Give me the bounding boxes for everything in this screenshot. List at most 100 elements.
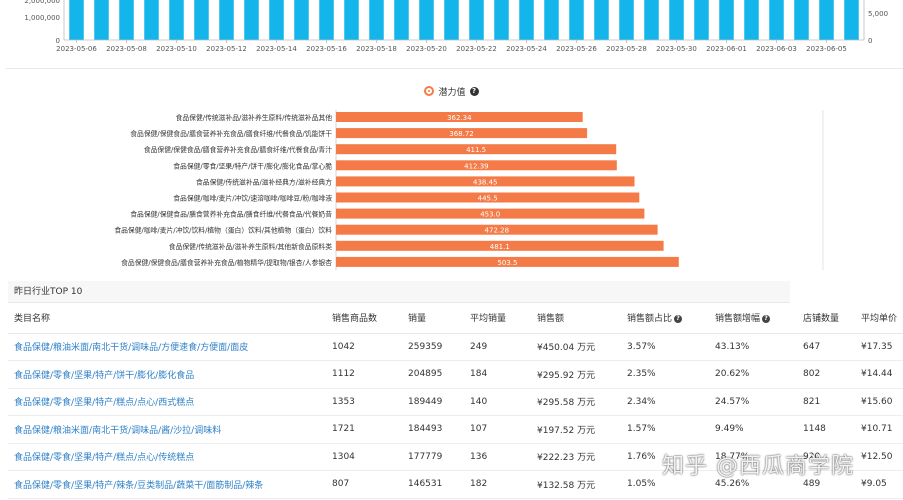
daily-bar[interactable] bbox=[194, 0, 209, 40]
category-link[interactable]: 食品保健/零食/坚果/特产/辣条/豆类制品/蔬菜干/面筋制品/辣条 bbox=[14, 480, 264, 491]
col-avg-volume[interactable]: 平均销量 bbox=[464, 303, 531, 334]
cell-item-count: 1353 bbox=[326, 388, 402, 416]
help-icon[interactable]: ? bbox=[762, 314, 771, 323]
cell-category[interactable]: 食品保健/粮油米面/南北干货/调味品/酱/沙拉/调味料 bbox=[8, 415, 326, 444]
bar-value-label: 481.1 bbox=[490, 243, 510, 251]
cell-shop-count: 1148 bbox=[797, 415, 855, 444]
cell-category[interactable]: 食品保健/粮油米面/南北干货/调味品/方便速食/方便面/面皮 bbox=[8, 333, 326, 361]
potential-bar[interactable] bbox=[336, 176, 635, 187]
daily-bar[interactable] bbox=[594, 0, 609, 40]
col-sales-share[interactable]: 销售额占比? bbox=[621, 303, 709, 334]
daily-bar[interactable] bbox=[444, 0, 459, 40]
daily-bar[interactable] bbox=[119, 0, 134, 40]
x-axis-tick-label: 2023-05-30 bbox=[656, 45, 697, 53]
cell-shop-count: 489 bbox=[797, 470, 855, 499]
potential-bar[interactable] bbox=[336, 224, 658, 235]
daily-bar[interactable] bbox=[469, 0, 484, 40]
daily-bar[interactable] bbox=[369, 0, 384, 40]
daily-bar[interactable] bbox=[694, 0, 709, 40]
daily-bar[interactable] bbox=[69, 0, 84, 40]
daily-bar[interactable] bbox=[144, 0, 159, 40]
bar-value-label: 368.72 bbox=[449, 130, 474, 138]
x-axis-tick-label: 2023-05-12 bbox=[206, 45, 247, 53]
table-header-row: 类目名称 销售商品数 销量 平均销量 销售额 销售额占比? 销售额增幅? 店铺数… bbox=[8, 303, 903, 334]
cell-volume: 204895 bbox=[402, 360, 464, 389]
daily-bar[interactable] bbox=[644, 0, 659, 40]
cell-category[interactable]: 食品保健/零食/坚果/特产/辣条/豆类制品/蔬菜干/面筋制品/辣条 bbox=[8, 470, 326, 499]
cell-category[interactable]: 食品保健/零食/坚果/特产/糕点/点心/西式糕点 bbox=[8, 388, 326, 416]
col-avg-price[interactable]: 平均单价 bbox=[855, 303, 903, 334]
daily-bar[interactable] bbox=[719, 0, 734, 40]
cell-volume: 177779 bbox=[402, 443, 464, 471]
bar-value-label: 411.5 bbox=[466, 146, 486, 154]
x-axis-tick-label: 2023-05-10 bbox=[156, 45, 197, 53]
daily-bar[interactable] bbox=[294, 0, 309, 40]
potential-bar[interactable] bbox=[336, 240, 664, 251]
daily-bar[interactable] bbox=[569, 0, 584, 40]
potential-bar[interactable] bbox=[336, 144, 617, 155]
cell-avg-volume: 136 bbox=[464, 443, 531, 471]
daily-bar[interactable] bbox=[519, 0, 534, 40]
industry-top10-table: 类目名称 销售商品数 销量 平均销量 销售额 销售额占比? 销售额增幅? 店铺数… bbox=[8, 303, 903, 499]
potential-bar[interactable] bbox=[336, 128, 588, 139]
col-volume[interactable]: 销量 bbox=[402, 303, 464, 334]
daily-bar[interactable] bbox=[844, 0, 859, 40]
daily-bar[interactable] bbox=[669, 0, 684, 40]
table-row[interactable]: 食品保健/零食/坚果/特产/糕点/点心/西式糕点 1353 189449 140 ¥29… bbox=[8, 388, 903, 416]
daily-bar[interactable] bbox=[819, 0, 834, 40]
daily-bar[interactable] bbox=[319, 0, 334, 40]
potential-bar[interactable] bbox=[336, 192, 640, 203]
col-category[interactable]: 类目名称 bbox=[8, 303, 326, 334]
category-link[interactable]: 食品保健/零食/坚果/特产/糕点/点心/西式糕点 bbox=[14, 398, 195, 409]
table-row[interactable]: 食品保健/粮油米面/南北干货/调味品/方便速食/方便面/面皮 1042 259359… bbox=[8, 333, 903, 361]
bar-value-label: 412.39 bbox=[464, 162, 489, 170]
daily-bar[interactable] bbox=[619, 0, 634, 40]
category-link[interactable]: 食品保健/零食/坚果/特产/糕点/点心/传统糕点 bbox=[14, 453, 195, 464]
category-link[interactable]: 食品保健/粮油米面/南北干货/调味品/酱/沙拉/调味料 bbox=[14, 425, 222, 436]
help-icon[interactable]: ? bbox=[469, 86, 479, 96]
daily-bar[interactable] bbox=[394, 0, 409, 40]
potential-bar[interactable] bbox=[336, 256, 679, 267]
daily-bar[interactable] bbox=[544, 0, 559, 40]
x-axis-tick-label: 2023-05-26 bbox=[556, 45, 597, 53]
daily-bar[interactable] bbox=[744, 0, 759, 40]
daily-bar[interactable] bbox=[769, 0, 784, 40]
category-label: 食品保健/保健食品/膳食营养补充食品/膳食纤维/代餐食品/代餐奶昔 bbox=[130, 210, 332, 219]
daily-bar[interactable] bbox=[219, 0, 234, 40]
daily-bar[interactable] bbox=[344, 0, 359, 40]
cell-category[interactable]: 食品保健/零食/坚果/特产/饼干/膨化/膨化食品 bbox=[8, 360, 326, 389]
table-row[interactable]: 食品保健/零食/坚果/特产/饼干/膨化/膨化食品 1112 204895 184 ¥29… bbox=[8, 360, 903, 389]
daily-bar[interactable] bbox=[244, 0, 259, 40]
daily-bar[interactable] bbox=[794, 0, 809, 40]
left-axis-tick: 2,000,000 bbox=[24, 0, 60, 5]
cell-avg-volume: 140 bbox=[464, 388, 531, 416]
daily-bar[interactable] bbox=[269, 0, 284, 40]
daily-bar[interactable] bbox=[94, 0, 109, 40]
potential-bar[interactable] bbox=[336, 112, 583, 122]
col-sales-growth[interactable]: 销售额增幅? bbox=[709, 303, 797, 334]
daily-bar[interactable] bbox=[169, 0, 184, 40]
daily-bar[interactable] bbox=[419, 0, 434, 40]
category-link[interactable]: 食品保健/粮油米面/南北干货/调味品/方便速食/方便面/面皮 bbox=[14, 343, 249, 354]
cell-volume: 259359 bbox=[402, 333, 464, 361]
col-sales[interactable]: 销售额 bbox=[531, 303, 621, 334]
potential-bar[interactable] bbox=[336, 160, 617, 171]
col-shop-count[interactable]: 店铺数量 bbox=[797, 303, 855, 334]
x-axis-tick-label: 2023-05-28 bbox=[606, 45, 647, 53]
table-row[interactable]: 食品保健/粮油米面/南北干货/调味品/酱/沙拉/调味料 1721 184493 107… bbox=[8, 415, 903, 444]
potential-bars: 食品保健/传统滋补品/滋补养生原料/传统滋补品其他 362.34 食品保健/保健食品… bbox=[114, 112, 679, 267]
left-axis-tick: 0 bbox=[56, 37, 60, 45]
daily-bar[interactable] bbox=[494, 0, 509, 40]
help-icon[interactable]: ? bbox=[674, 314, 683, 323]
potential-bar[interactable] bbox=[336, 208, 645, 219]
bar-value-label: 453.0 bbox=[480, 211, 500, 219]
cell-avg-price: ¥10.71 bbox=[855, 415, 903, 444]
table-row[interactable]: 食品保健/零食/坚果/特产/糕点/点心/传统糕点 1304 177779 136 ¥22… bbox=[8, 443, 903, 471]
col-item-count[interactable]: 销售商品数 bbox=[326, 303, 402, 334]
table-row[interactable]: 食品保健/零食/坚果/特产/辣条/豆类制品/蔬菜干/面筋制品/辣条 807 1465… bbox=[8, 470, 903, 499]
potential-legend[interactable]: 潜力值 ? bbox=[0, 84, 903, 98]
category-link[interactable]: 食品保健/零食/坚果/特产/饼干/膨化/膨化食品 bbox=[14, 370, 195, 381]
cell-sales: ¥450.04 万元 bbox=[531, 333, 621, 361]
cell-category[interactable]: 食品保健/零食/坚果/特产/糕点/点心/传统糕点 bbox=[8, 443, 326, 471]
